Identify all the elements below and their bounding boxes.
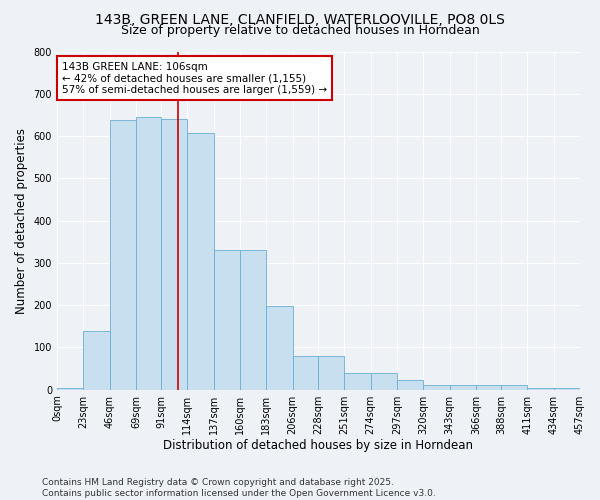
Bar (318, 356, 344, 390)
Bar (110, 120, 136, 390)
Bar (83, 330, 110, 390)
Bar (501, 386, 527, 390)
Bar (214, 250, 240, 390)
Bar (371, 373, 397, 390)
Bar (293, 356, 318, 390)
Bar (423, 386, 449, 390)
Bar (57, 388, 83, 390)
Bar (187, 132, 214, 390)
Text: Size of property relative to detached houses in Horndean: Size of property relative to detached ho… (121, 24, 479, 37)
Bar (554, 388, 580, 390)
Text: 143B GREEN LANE: 106sqm
← 42% of detached houses are smaller (1,155)
57% of semi: 143B GREEN LANE: 106sqm ← 42% of detache… (62, 62, 327, 95)
Bar (397, 380, 423, 390)
Bar (527, 388, 554, 390)
Bar (449, 386, 476, 390)
Bar (136, 117, 161, 390)
Bar (161, 119, 187, 390)
X-axis label: Distribution of detached houses by size in Horndean: Distribution of detached houses by size … (163, 440, 473, 452)
Text: 143B, GREEN LANE, CLANFIELD, WATERLOOVILLE, PO8 0LS: 143B, GREEN LANE, CLANFIELD, WATERLOOVIL… (95, 12, 505, 26)
Bar (344, 373, 371, 390)
Bar (476, 386, 501, 390)
Text: Contains HM Land Registry data © Crown copyright and database right 2025.
Contai: Contains HM Land Registry data © Crown c… (42, 478, 436, 498)
Bar (240, 250, 266, 390)
Bar (266, 306, 293, 390)
Y-axis label: Number of detached properties: Number of detached properties (15, 128, 28, 314)
